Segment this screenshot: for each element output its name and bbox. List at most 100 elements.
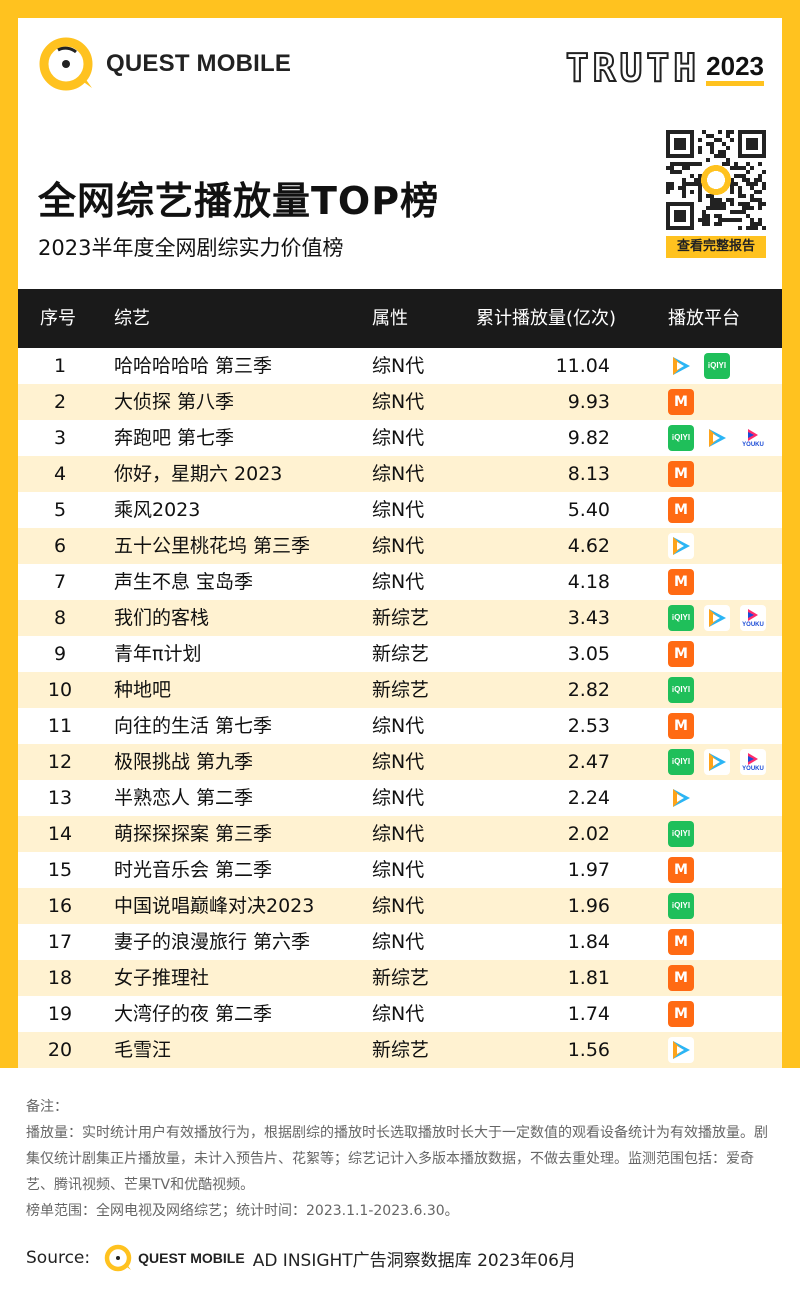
name-cell: 奔跑吧 第七季 [114, 427, 235, 449]
name-cell: 青年π计划 [114, 643, 202, 665]
value-cell: 8.13 [567, 463, 610, 485]
col-name: 综艺 [114, 308, 150, 329]
name-cell: 大湾仔的夜 第二季 [114, 1003, 273, 1025]
mango-tv-icon: M [668, 929, 694, 955]
truth-word: TRUTH [565, 46, 701, 90]
table-row: 6 五十公里桃花坞 第三季 综N代 4.62 [18, 528, 782, 564]
attr-cell: 综N代 [372, 751, 425, 773]
rank-cell: 12 [47, 751, 73, 773]
attr-cell: 新综艺 [372, 607, 430, 629]
attr-cell: 综N代 [372, 931, 425, 953]
platform-cell: M [668, 1001, 694, 1027]
youku-label: YOUKU [742, 766, 764, 772]
source-text: AD INSIGHT广告洞察数据库 2023年06月 [252, 1250, 576, 1271]
rank-cell: 15 [47, 859, 73, 881]
brand-name: QUEST MOBILE [106, 50, 292, 77]
name-cell: 萌探探探案 第三季 [114, 823, 273, 845]
quest-mobile-logo-icon [39, 37, 93, 91]
attr-cell: 综N代 [372, 1003, 425, 1025]
value-cell: 1.96 [567, 895, 610, 917]
notes-line-1: 播放量：实时统计用户有效播放行为，根据剧综的播放时长选取播放时长大于一定数值的观… [26, 1125, 768, 1193]
iqiyi-icon: iQIYI [668, 425, 694, 451]
value-cell: 1.56 [567, 1039, 610, 1061]
attr-cell: 综N代 [372, 463, 425, 485]
table-body: 1 哈哈哈哈哈 第三季 综N代 11.04 iQIYI 2 大侦探 第八季 综N代 9.93 M 3… [18, 348, 782, 1068]
value-cell: 2.82 [567, 679, 610, 701]
qr-code-icon [666, 130, 766, 230]
value-cell: 3.43 [567, 607, 610, 629]
attr-cell: 新综艺 [372, 1039, 430, 1061]
attr-cell: 综N代 [372, 859, 425, 881]
rank-cell: 18 [47, 967, 73, 989]
rank-cell: 8 [53, 607, 67, 629]
platform-cell: iQIYI [668, 821, 694, 847]
platform-cell: M [668, 461, 694, 487]
source-line: Source: QUEST MOBILE AD INSIGHT广告洞察数据库 2… [26, 1238, 576, 1278]
attr-cell: 综N代 [372, 499, 425, 521]
tencent-video-icon [668, 353, 694, 379]
value-cell: 9.82 [567, 427, 610, 449]
mango-tv-icon: M [668, 497, 694, 523]
mango-tv-icon: M [668, 1001, 694, 1027]
name-cell: 你好，星期六 2023 [114, 463, 283, 485]
value-cell: 1.97 [567, 859, 610, 881]
iqiyi-icon: iQIYI [668, 893, 694, 919]
rank-cell: 16 [47, 895, 73, 917]
col-attr: 属性 [372, 308, 408, 329]
platform-cell: M [668, 929, 694, 955]
table-row: 20 毛雪汪 新综艺 1.56 [18, 1032, 782, 1068]
tencent-video-icon [668, 785, 694, 811]
mango-tv-icon: M [668, 569, 694, 595]
rank-cell: 7 [53, 571, 67, 593]
table-row: 19 大湾仔的夜 第二季 综N代 1.74 M [18, 996, 782, 1032]
platform-cell: iQIYI YOUKU [668, 749, 766, 775]
name-cell: 大侦探 第八季 [114, 391, 235, 413]
rank-cell: 13 [47, 787, 73, 809]
attr-cell: 综N代 [372, 823, 425, 845]
name-cell: 毛雪汪 [114, 1039, 172, 1061]
name-cell: 向往的生活 第七季 [114, 715, 273, 737]
table-row: 10 种地吧 新综艺 2.82 iQIYI [18, 672, 782, 708]
rank-cell: 2 [53, 391, 67, 413]
youku-label: YOUKU [742, 622, 764, 628]
table-row: 17 妻子的浪漫旅行 第六季 综N代 1.84 M [18, 924, 782, 960]
attr-cell: 新综艺 [372, 643, 430, 665]
platform-cell: iQIYI [668, 353, 730, 379]
name-cell: 哈哈哈哈哈 第三季 [114, 355, 273, 377]
rank-cell: 9 [53, 643, 67, 665]
platform-cell: M [668, 569, 694, 595]
page-subtitle: 2023半年度全网剧综实力价值榜 [38, 236, 344, 260]
attr-cell: 综N代 [372, 571, 425, 593]
mango-tv-icon: M [668, 965, 694, 991]
platform-cell: M [668, 497, 694, 523]
platform-cell [668, 785, 694, 811]
table-row: 15 时光音乐会 第二季 综N代 1.97 M [18, 852, 782, 888]
value-cell: 2.02 [567, 823, 610, 845]
attr-cell: 新综艺 [372, 679, 430, 701]
name-cell: 半熟恋人 第二季 [114, 787, 254, 809]
name-cell: 妻子的浪漫旅行 第六季 [114, 931, 311, 953]
rank-cell: 1 [53, 355, 67, 377]
table-row: 5 乘风2023 综N代 5.40 M [18, 492, 782, 528]
iqiyi-icon: iQIYI [668, 605, 694, 631]
rank-cell: 19 [47, 1003, 73, 1025]
name-cell: 时光音乐会 第二季 [114, 859, 273, 881]
value-cell: 1.74 [567, 1003, 610, 1025]
table-row: 8 我们的客栈 新综艺 3.43 iQIYI YOUKU [18, 600, 782, 636]
name-cell: 声生不息 宝岛季 [114, 571, 254, 593]
platform-cell: M [668, 641, 694, 667]
table-header: 序号 综艺 属性 累计播放量(亿次) 播放平台 [18, 289, 782, 348]
table-row: 12 极限挑战 第九季 综N代 2.47 iQIYI YOUKU [18, 744, 782, 780]
col-value: 累计播放量(亿次) [476, 308, 617, 329]
mango-tv-icon: M [668, 461, 694, 487]
mango-tv-icon: M [668, 641, 694, 667]
mango-tv-icon: M [668, 389, 694, 415]
rank-cell: 5 [53, 499, 67, 521]
mango-tv-icon: M [668, 857, 694, 883]
tencent-video-icon [668, 1037, 694, 1063]
view-full-report-button[interactable]: 查看完整报告 [666, 236, 766, 258]
table-row: 9 青年π计划 新综艺 3.05 M [18, 636, 782, 672]
name-cell: 乘风2023 [114, 499, 201, 521]
col-platform: 播放平台 [668, 308, 740, 329]
value-cell: 5.40 [567, 499, 610, 521]
